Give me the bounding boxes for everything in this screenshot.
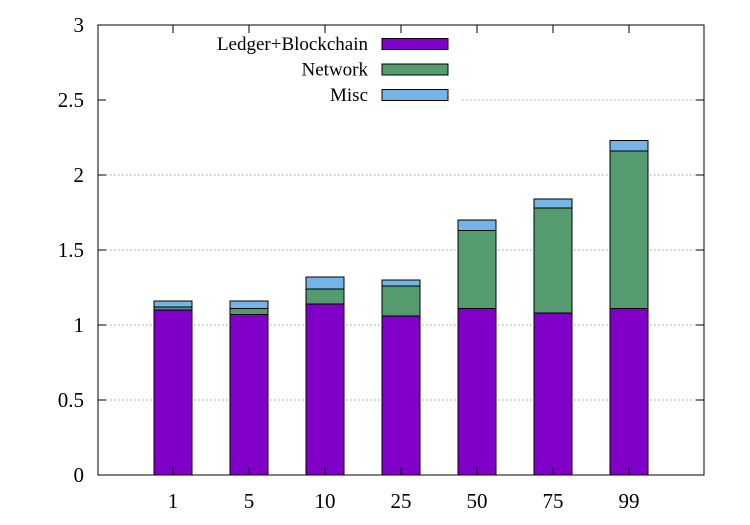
bar-segment-misc-99 [609,140,649,152]
gridlines [98,99,704,401]
legend-swatch [381,63,449,76]
x-tick-label: 10 [315,489,336,513]
bars [153,140,649,476]
y-tick-label: 2 [74,163,85,187]
bar-segment-network-75 [533,207,573,314]
y-tick-label: 1 [74,313,85,337]
x-tick-label: 5 [244,489,255,513]
legend-label: Network [302,60,369,81]
bar-segment-ledger-blockchain-75 [533,312,573,476]
bar-segment-misc-10 [305,276,345,290]
bar-segment-ledger-blockchain-1 [153,309,193,476]
x-tick-label: 75 [543,489,564,513]
y-tick-label: 1.5 [58,238,84,262]
bar-segment-ledger-blockchain-10 [305,303,345,476]
bar-segment-misc-75 [533,198,573,209]
x-tick-label: 99 [619,489,640,513]
y-axis: 0 0.5 1 1.5 2 2.5 3 [58,13,704,487]
bar-segment-misc-25 [381,279,421,287]
x-axis: 1 5 10 25 50 75 99 [168,25,640,513]
legend-label: Ledger+Blockchain [217,34,369,55]
legend: Ledger+Blockchain Network Misc [217,34,449,106]
bar-segment-network-25 [381,285,421,317]
x-tick-label: 1 [168,489,179,513]
x-tick-label: 50 [467,489,488,513]
y-tick-label: 3 [74,13,85,37]
y-tick-label: 2.5 [58,88,84,112]
bar-segment-ledger-blockchain-25 [381,315,421,476]
bar-segment-ledger-blockchain-5 [229,314,269,476]
bar-segment-ledger-blockchain-50 [457,308,497,476]
bar-segment-misc-50 [457,219,497,231]
y-tick-label: 0.5 [58,388,84,412]
bar-segment-network-50 [457,230,497,309]
legend-label: Misc [330,85,368,106]
y-tick-label: 0 [74,463,85,487]
x-tick-label: 25 [391,489,412,513]
bar-segment-network-10 [305,288,345,305]
bar-segment-ledger-blockchain-99 [609,308,649,476]
bar-segment-network-99 [609,150,649,309]
bar-segment-misc-1 [153,300,193,308]
legend-swatch [381,89,449,101]
bar-segment-network-5 [229,308,269,315]
bar-segment-misc-5 [229,300,269,309]
legend-swatch [381,38,449,50]
